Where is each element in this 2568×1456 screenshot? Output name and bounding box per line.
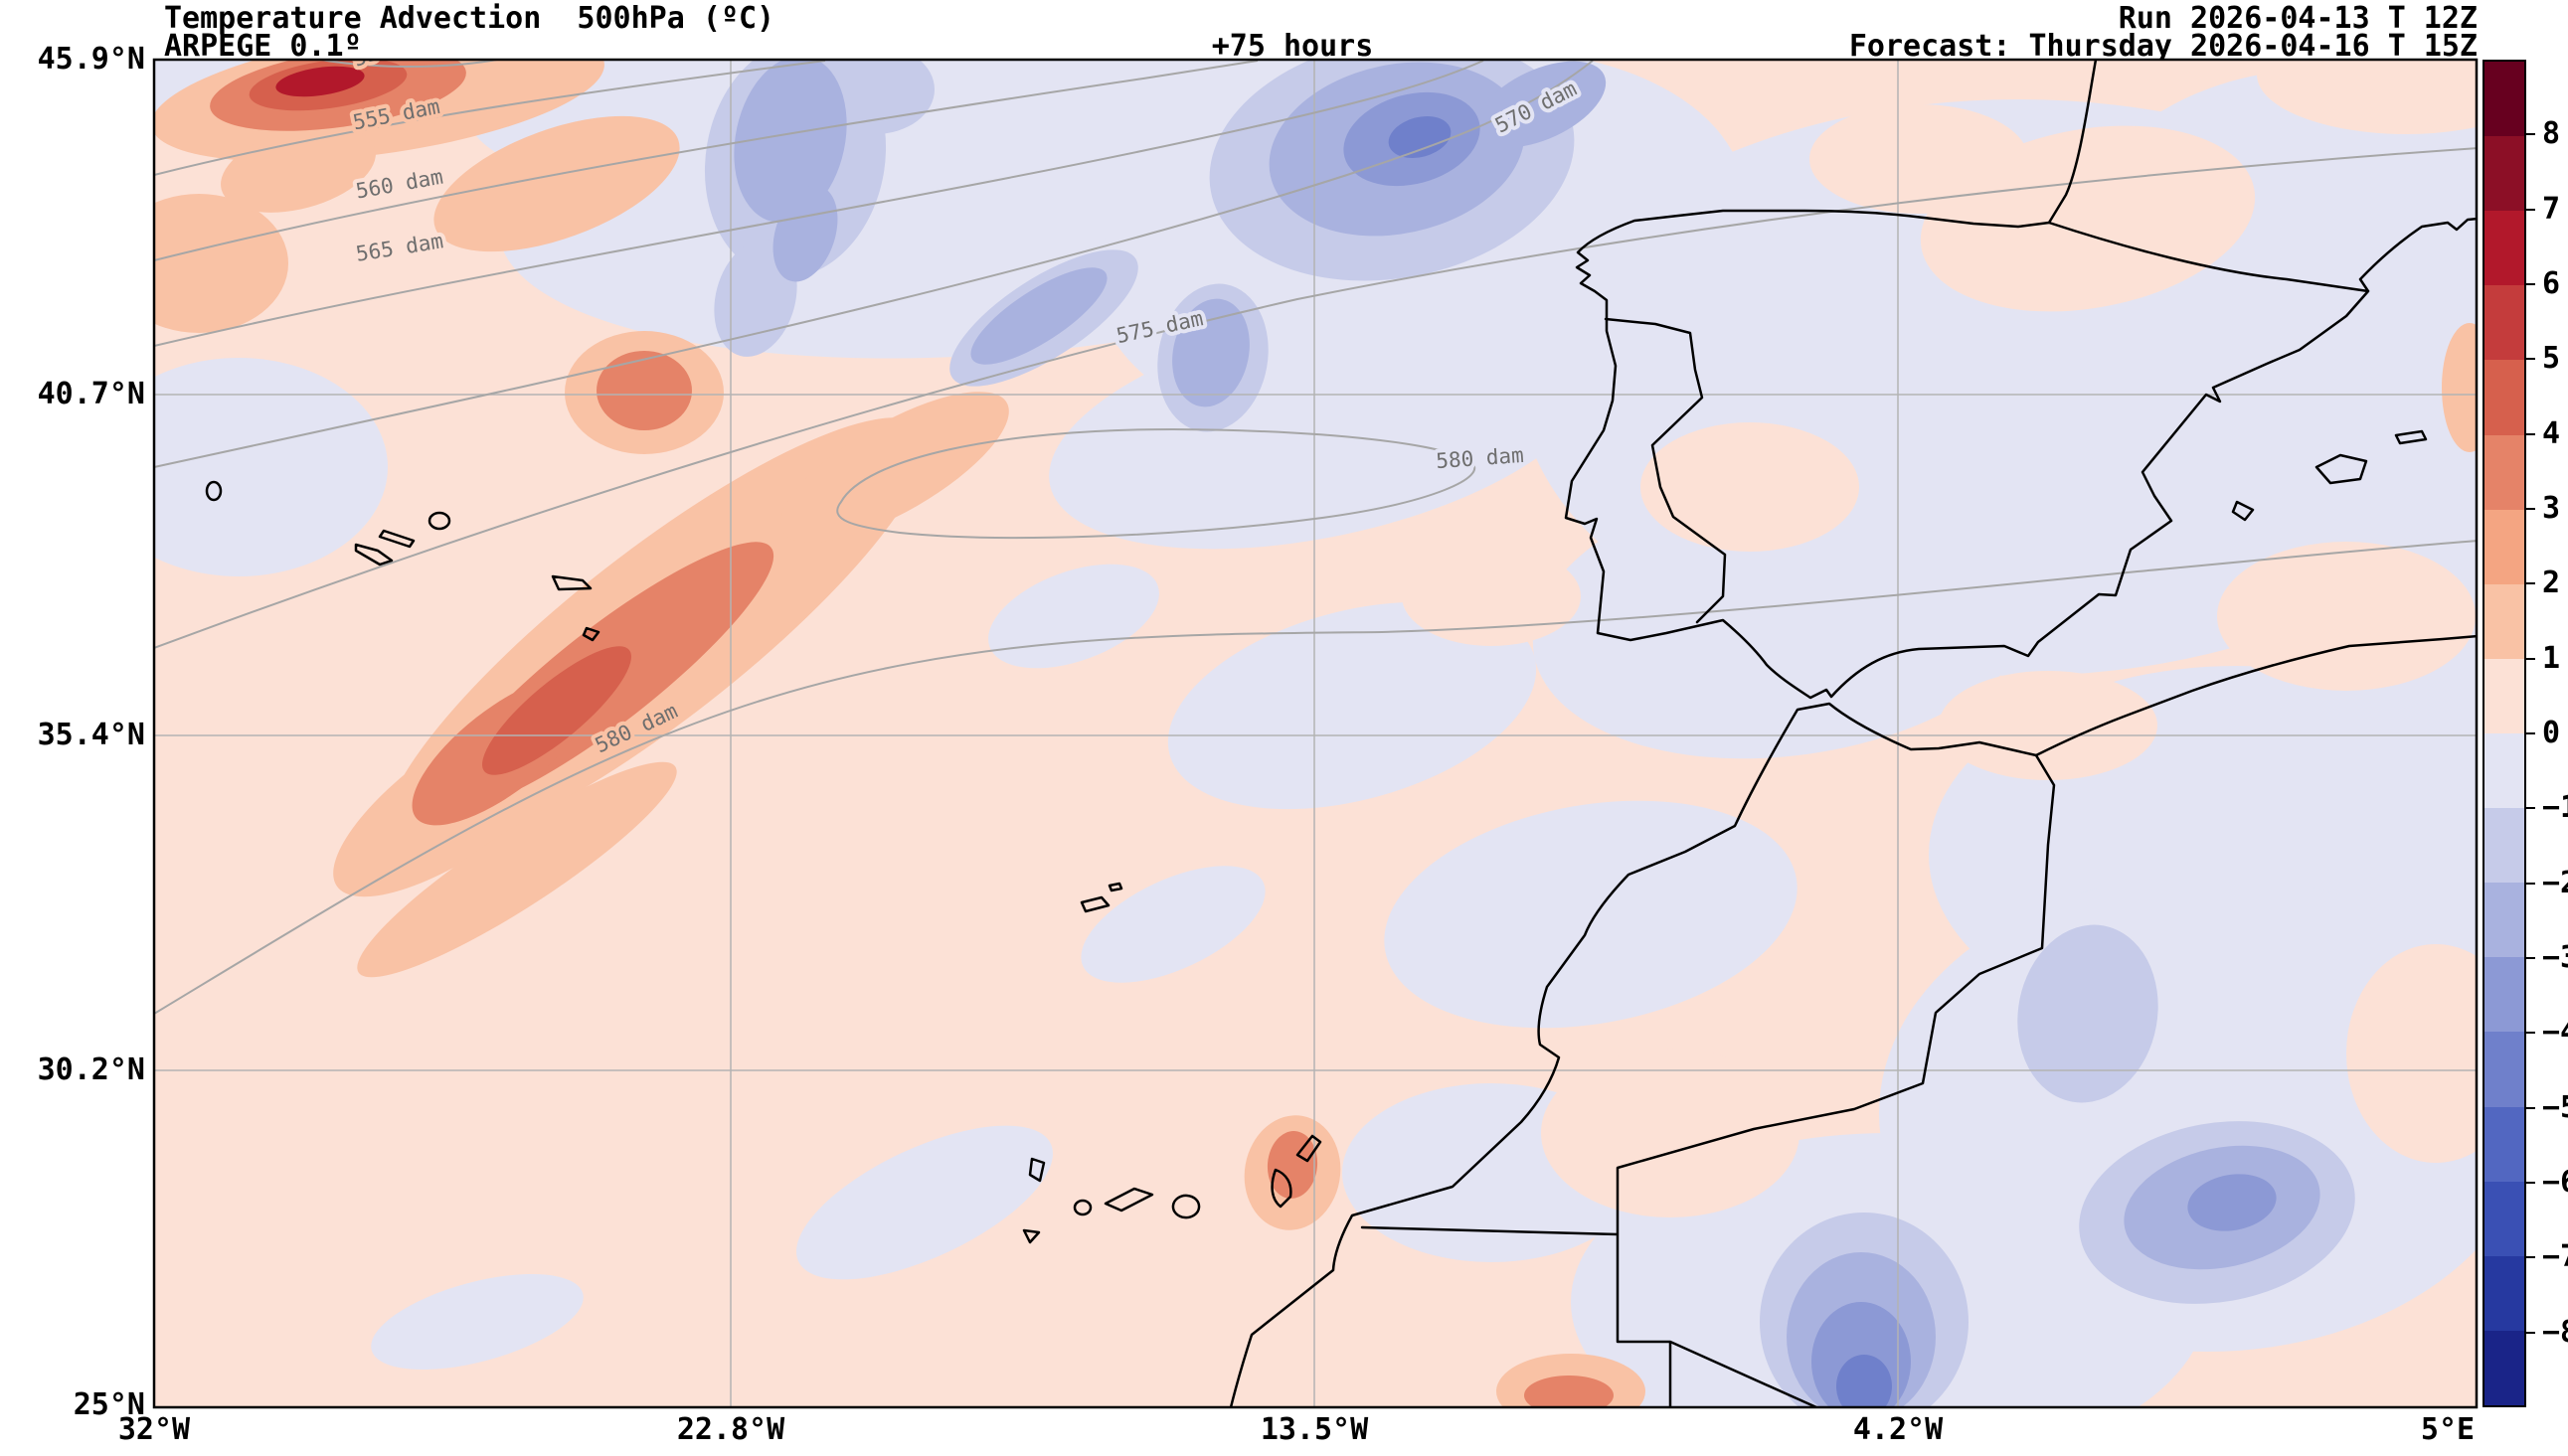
lead-time-label: +75 hours	[1211, 29, 1374, 64]
colorbar-tick-label: 7	[2542, 191, 2561, 227]
coastline-africa	[1229, 634, 2477, 1407]
colorbar-tick-label: 3	[2542, 491, 2561, 526]
colorbar-tick-label: 2	[2542, 566, 2561, 601]
colorbar-tick-label: 0	[2542, 716, 2561, 750]
geopotential-contour-555	[154, 60, 826, 176]
colorbar-tick-mark	[2526, 1331, 2535, 1334]
warm-advection-max-layer	[275, 66, 365, 97]
colorbar	[2482, 60, 2526, 1407]
colorbar-tick-mark	[2526, 358, 2535, 361]
borders-north-africa	[1360, 753, 2056, 1407]
lon-tick-label: 5°E	[2420, 1412, 2476, 1447]
colorbar-tick-mark	[2526, 133, 2535, 136]
colorbar-band	[2484, 136, 2524, 212]
colorbar-band	[2484, 285, 2524, 361]
colorbar-band	[2484, 1255, 2524, 1331]
colorbar-tick-mark	[2526, 1182, 2535, 1184]
colorbar-tick-mark	[2526, 1106, 2535, 1109]
colorbar-tick-mark	[2526, 432, 2535, 435]
colorbar-band	[2484, 957, 2524, 1033]
model-label: ARPEGE 0.1º	[164, 29, 362, 64]
colorbar-tick-mark	[2526, 582, 2535, 585]
colorbar-tick-mark	[2526, 208, 2535, 211]
colorbar-tick-label: −4	[2542, 1015, 2568, 1051]
colorbar-tick-label: −5	[2542, 1089, 2568, 1125]
colorbar-tick-label: −6	[2542, 1165, 2568, 1200]
border-pyrenees	[2047, 221, 2370, 293]
colorbar-band	[2484, 1106, 2524, 1182]
colorbar-tick-mark	[2526, 283, 2535, 285]
colorbar-band	[2484, 808, 2524, 884]
lat-tick-label: 25°N	[73, 1387, 145, 1422]
colorbar-tick-mark	[2526, 882, 2535, 885]
colorbar-ticks: 8 7 6 5 4 3 2 1 0 −1 −2 −3 −4 −5 −6 −7 −8	[2526, 60, 2568, 1407]
colorbar-tick-label: −7	[2542, 1239, 2568, 1275]
geopotential-contour-575	[154, 147, 2477, 649]
colorbar-tick-label: −2	[2542, 865, 2568, 900]
lon-tick-label: 22.8°W	[676, 1412, 785, 1447]
lon-tick-label: 13.5°W	[1260, 1412, 1369, 1447]
lat-tick-label: 40.7°N	[37, 377, 145, 411]
geopotential-contour-560	[154, 60, 1259, 261]
gridlines	[154, 60, 2477, 1407]
geopotential-contour-580-loop	[836, 427, 1476, 539]
colorbar-band	[2484, 211, 2524, 286]
colorbar-tick-mark	[2526, 957, 2535, 959]
colorbar-band	[2484, 658, 2524, 733]
lon-tick-label: 4.2°W	[1852, 1412, 1944, 1447]
colorbar-tick-label: −1	[2542, 790, 2568, 826]
forecast-label: Forecast: Thursday 2026-04-16 T 15Z	[1848, 29, 2478, 64]
lat-tick-label: 45.9°N	[37, 42, 145, 77]
colorbar-tick-mark	[2526, 1256, 2535, 1259]
geopotential-contour-580-south	[154, 540, 2477, 1015]
run-label: Run 2026-04-13 T 12Z	[2118, 1, 2478, 36]
colorbar-band	[2484, 1032, 2524, 1107]
colorbar-tick-label: −3	[2542, 940, 2568, 975]
colorbar-band	[2484, 883, 2524, 958]
colorbar-band	[2484, 1330, 2524, 1405]
colorbar-tick-mark	[2526, 1032, 2535, 1035]
colorbar-tick-mark	[2526, 807, 2535, 810]
colorbar-band	[2484, 583, 2524, 659]
coastlines	[205, 60, 2477, 1407]
colorbar-tick-mark	[2526, 657, 2535, 660]
colorbar-tick-label: 8	[2542, 116, 2561, 152]
colorbar-tick-mark	[2526, 732, 2535, 734]
colorbar-tick-label: 6	[2542, 266, 2561, 301]
colorbar-tick-mark	[2526, 508, 2535, 510]
colorbar-band	[2484, 434, 2524, 510]
colorbar-tick-label: −8	[2542, 1314, 2568, 1350]
colorbar-band	[2484, 360, 2524, 435]
cold-advection-core-layer	[1388, 115, 1892, 1407]
colorbar-band	[2484, 62, 2524, 137]
colorbar-band	[2484, 732, 2524, 809]
lat-tick-label: 35.4°N	[37, 718, 145, 752]
page-title: Temperature Advection 500hPa (ºC)	[164, 1, 775, 36]
colorbar-tick-label: 5	[2542, 341, 2561, 377]
colorbar-band	[2484, 1181, 2524, 1256]
coastline-islands	[205, 429, 2428, 1244]
colorbar-bands	[2484, 62, 2524, 1405]
geopotential-contour-565	[154, 60, 1484, 347]
geopotential-contour-570	[154, 60, 1594, 468]
border-portugal-spain	[1604, 317, 1727, 624]
geopotential-contours	[154, 60, 2477, 1015]
cold-advection-strong-layer	[1343, 91, 2277, 1407]
lon-tick-label: 32°W	[117, 1412, 191, 1447]
plot-frame	[152, 58, 2479, 1409]
geopotential-contour-550	[315, 60, 503, 69]
colorbar-band	[2484, 509, 2524, 584]
warm-advection-weak-layer	[1402, 60, 2477, 1217]
colorbar-tick-label: 4	[2542, 415, 2561, 451]
coastline-iberia-france	[1564, 60, 2477, 700]
lat-tick-label: 30.2°N	[37, 1052, 145, 1087]
colorbar-tick-label: 1	[2542, 640, 2561, 676]
